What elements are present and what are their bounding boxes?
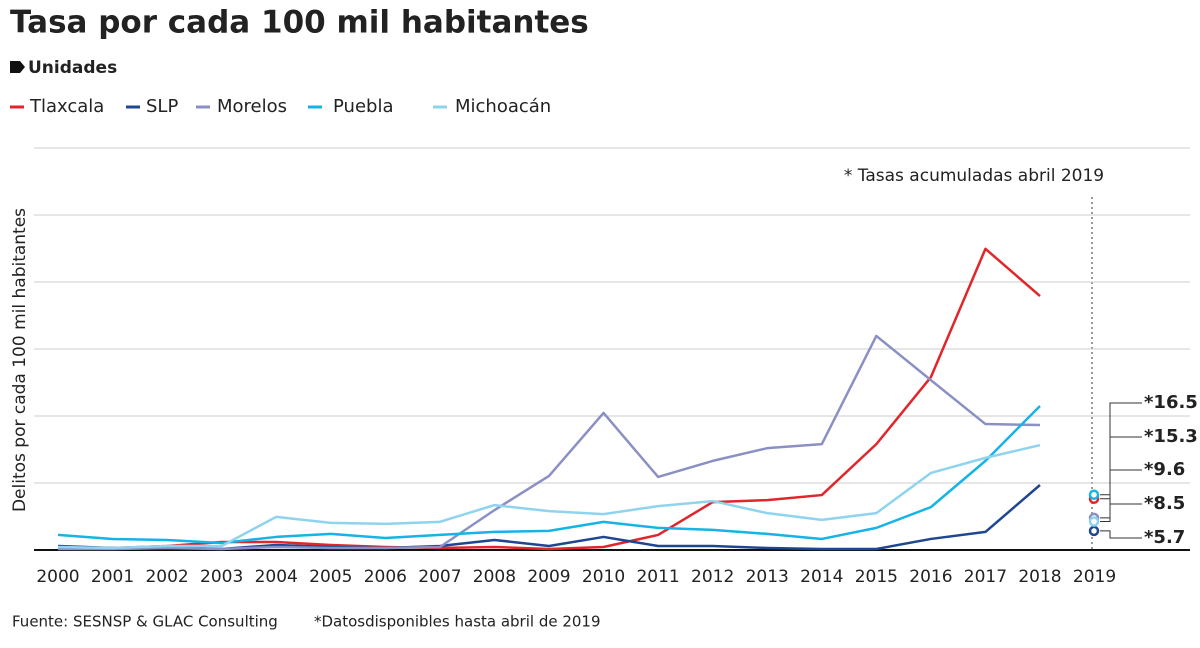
x-tick-label: 2010	[582, 567, 625, 587]
x-tick-label: 2014	[800, 567, 843, 587]
series-line	[57, 443, 1041, 550]
x-tick-label: 2015	[855, 567, 898, 587]
legend-label: Morelos	[217, 96, 287, 117]
leader-line	[1100, 436, 1142, 500]
leader-line	[1100, 530, 1142, 539]
legend-label: SLP	[146, 96, 178, 117]
x-tick-label: 2017	[964, 567, 1007, 587]
source: Fuente: SESNSP & GLAC Consulting	[12, 613, 278, 631]
note: * Tasas acumuladas abril 2019	[844, 166, 1104, 186]
x-tick-label: 2012	[691, 567, 734, 587]
latest-label: *5.7	[1144, 527, 1185, 548]
series-line	[57, 405, 1041, 545]
footnote: *Datosdisponibles hasta abril de 2019	[314, 613, 601, 631]
y-axis-label: Delitos por cada 100 mil habitantes	[10, 208, 30, 512]
latest-label: *8.5	[1144, 493, 1185, 514]
x-tick-label: 2001	[91, 567, 134, 587]
legend-label: Michoacán	[455, 96, 551, 117]
latest-point	[1088, 489, 1100, 500]
series-line	[58, 247, 1041, 551]
x-tick-label: 2006	[364, 567, 407, 587]
series-line	[57, 484, 1041, 551]
legend-label: Tlaxcala	[29, 96, 104, 117]
leader-line	[1100, 503, 1142, 523]
x-tick-label: 2004	[255, 567, 298, 587]
x-tick-label: 2009	[527, 567, 570, 587]
series-line	[58, 334, 1041, 551]
x-tick-label: 2013	[746, 567, 789, 587]
latest-label: *15.3	[1144, 426, 1198, 447]
x-tick-label: 2005	[309, 567, 352, 587]
x-tick-label: 2016	[909, 567, 952, 587]
latest-point	[1088, 516, 1100, 527]
chart-title: Tasa por cada 100 mil habitantes	[10, 5, 589, 41]
latest-point	[1088, 525, 1100, 537]
legend-label: Puebla	[333, 96, 393, 117]
subtitle-icon	[10, 61, 25, 73]
x-tick-label: 2002	[145, 567, 188, 587]
leader-line	[1100, 469, 1142, 519]
latest-label: *16.5	[1144, 392, 1198, 413]
latest-label: *9.6	[1144, 459, 1185, 480]
x-tick-label: 2008	[473, 567, 516, 587]
x-tick-label: 2003	[200, 567, 243, 587]
x-tick-label: 2000	[36, 567, 79, 587]
leader-line	[1100, 402, 1142, 496]
x-tick-label: 2019	[1073, 567, 1116, 587]
subtitle: Unidades	[28, 58, 117, 78]
x-tick-label: 2011	[636, 567, 679, 587]
x-tick-label: 2018	[1018, 567, 1061, 587]
x-tick-label: 2007	[418, 567, 461, 587]
